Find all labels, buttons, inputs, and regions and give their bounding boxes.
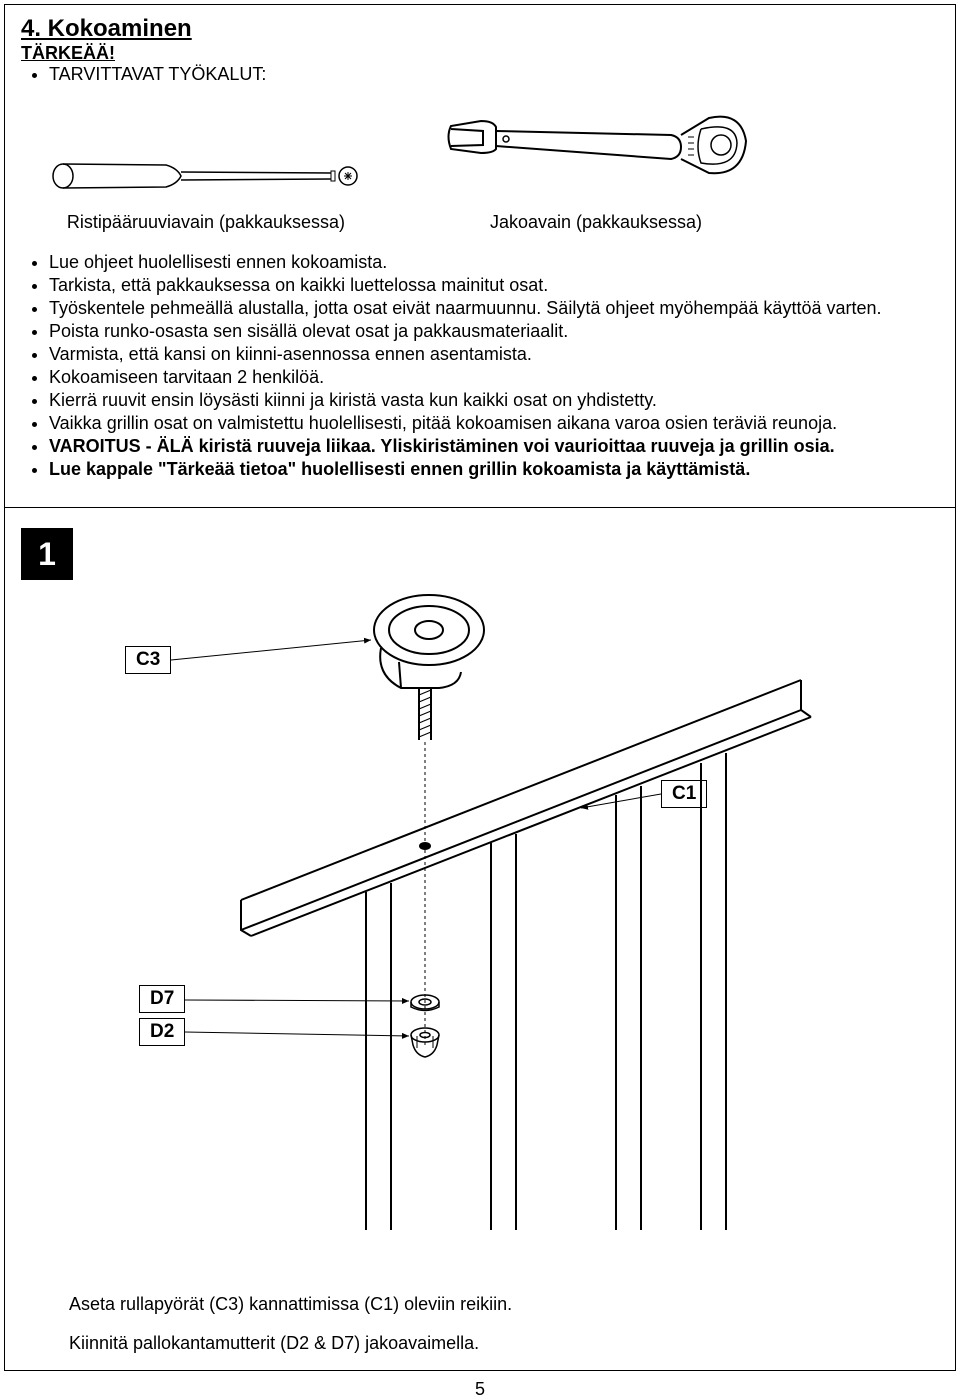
wrench-icon <box>441 91 751 201</box>
tool-wrench: Jakoavain (pakkauksessa) <box>441 91 751 233</box>
important-label: TÄRKEÄÄ! <box>21 43 939 64</box>
list-item: Vaikka grillin osat on valmistettu huole… <box>49 412 939 435</box>
list-item: Poista runko-osasta sen sisällä olevat o… <box>49 320 939 343</box>
list-item: Lue ohjeet huolellisesti ennen kokoamist… <box>49 251 939 274</box>
page-number: 5 <box>0 1379 960 1400</box>
tool-screwdriver: Ristipääruuviavain (pakkauksessa) <box>51 151 361 233</box>
step-1-container: 1 C3 C1 D7 D2 <box>5 507 955 1354</box>
tools-row: Ristipääruuviavain (pakkauksessa) Jakoav… <box>21 91 939 233</box>
list-item: Kierrä ruuvit ensin löysästi kiinni ja k… <box>49 389 939 412</box>
assembly-svg <box>21 590 941 1260</box>
list-item: Tarkista, että pakkauksessa on kaikki lu… <box>49 274 939 297</box>
list-item-bold: Lue kappale "Tärkeää tietoa" huolellises… <box>49 459 750 479</box>
tool1-label: Ristipääruuviavain (pakkauksessa) <box>51 212 361 233</box>
list-item: Lue kappale "Tärkeää tietoa" huolellises… <box>49 458 939 481</box>
screwdriver-icon <box>51 151 361 201</box>
list-item: Työskentele pehmeällä alustalla, jotta o… <box>49 297 939 320</box>
tool2-label: Jakoavain (pakkauksessa) <box>441 212 751 233</box>
instructions-list: Lue ohjeet huolellisesti ennen kokoamist… <box>21 251 939 481</box>
list-item: Kokoamiseen tarvitaan 2 henkilöä. <box>49 366 939 389</box>
step-text-2: Kiinnitä pallokantamutterit (D2 & D7) ja… <box>21 1333 939 1354</box>
list-item: VAROITUS - ÄLÄ kiristä ruuveja liikaa. Y… <box>49 435 939 458</box>
tools-needed-list: TARVITTAVAT TYÖKALUT: <box>21 64 939 85</box>
list-item-bold: VAROITUS - ÄLÄ kiristä ruuveja liikaa. Y… <box>49 436 835 456</box>
step-number-badge: 1 <box>21 528 73 580</box>
document-page: 4. Kokoaminen TÄRKEÄÄ! TARVITTAVAT TYÖKA… <box>4 4 956 1371</box>
tools-needed-label: TARVITTAVAT TYÖKALUT: <box>49 64 939 85</box>
assembly-diagram: C3 C1 D7 D2 <box>21 590 939 1290</box>
section-title: 4. Kokoaminen <box>21 15 939 43</box>
list-item: Varmista, että kansi on kiinni-asennossa… <box>49 343 939 366</box>
step-text-1: Aseta rullapyörät (C3) kannattimissa (C1… <box>21 1294 939 1315</box>
